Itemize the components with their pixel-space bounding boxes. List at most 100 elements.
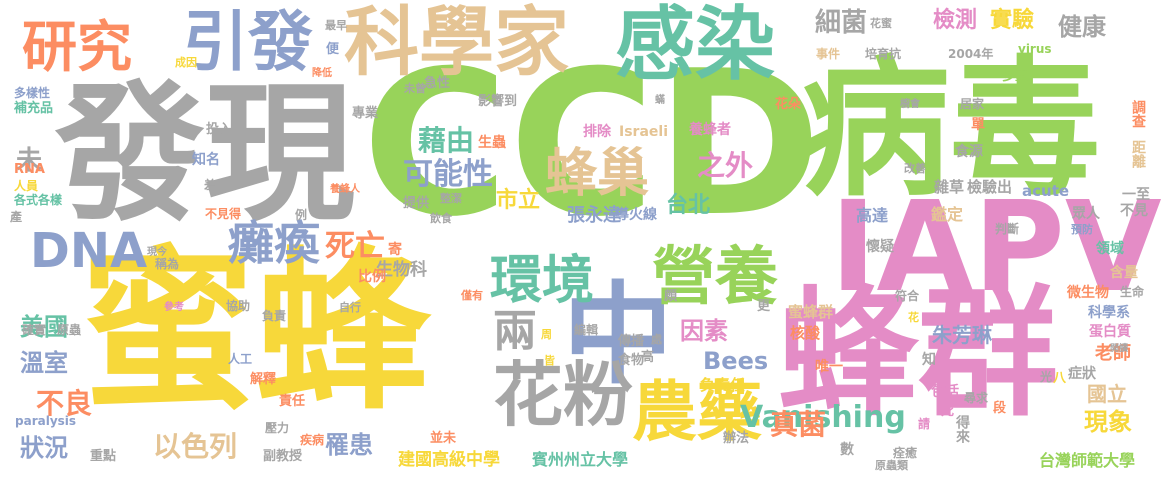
word-cloud-word: Vanishing [740, 400, 906, 435]
word-cloud-word: 稱為 [155, 257, 180, 271]
word-cloud-word: 更 [757, 299, 771, 314]
word-cloud-word: 發現 [55, 68, 356, 242]
word-cloud-word: 得來 [954, 415, 970, 443]
word-cloud-word: 判斷 [995, 222, 1020, 236]
word-cloud-word: 重點 [90, 449, 117, 464]
word-cloud-word: 蜂群 [778, 273, 1059, 436]
word-cloud-word: 花朵 [775, 97, 802, 112]
word-cloud-word: 原蟲 [57, 323, 82, 337]
word-cloud-word: 產 [10, 210, 23, 224]
word-cloud-word: 飲食 [430, 212, 452, 225]
word-cloud-word: 蜜蜂群 [788, 303, 834, 321]
word-cloud-word: 未曾 [404, 82, 426, 95]
word-cloud-word: 檢驗出 [967, 178, 1013, 196]
word-cloud-word: 細菌 [815, 8, 868, 38]
word-cloud-word: 專業 [352, 106, 379, 121]
word-cloud-word: 唯一 [815, 359, 843, 375]
word-cloud-word: 一至 [1122, 187, 1150, 203]
word-cloud-word: acute [1022, 182, 1070, 200]
word-cloud-word: 距離 [1130, 140, 1146, 168]
word-cloud-word: 疾病 [300, 433, 325, 447]
word-cloud-word: 朱芳琳 [932, 323, 992, 347]
word-cloud-word: 中 [563, 271, 673, 399]
word-cloud-word: 知 [922, 352, 936, 368]
word-cloud-word: paralysis [15, 414, 77, 428]
word-cloud-word: 生蟲 [478, 135, 506, 151]
word-cloud-word: 最早 [325, 19, 347, 32]
word-cloud-word: 蜂巢 [545, 144, 650, 204]
word-cloud-word: 包括 [931, 384, 959, 400]
word-cloud-word: 培育抗 [865, 47, 902, 61]
word-cloud-word: 科學家 [344, 0, 570, 86]
word-cloud-word: 並未 [430, 431, 457, 446]
word-cloud-word: 花 [908, 311, 919, 324]
word-cloud-word: 溫室 [20, 349, 68, 377]
word-cloud-word: 解釋 [250, 372, 277, 387]
word-cloud-word: 多樣性 [14, 86, 51, 100]
word-cloud-word: 國立 [1087, 382, 1127, 406]
word-cloud-word: 營養 [652, 240, 778, 313]
word-cloud-word: 降低 [312, 68, 332, 79]
word-cloud-word: 現今 [147, 247, 167, 258]
word-cloud-word: 領域 [1096, 241, 1124, 257]
word-cloud-word: 可能性 [403, 157, 493, 192]
word-cloud-word: 自行 [339, 301, 361, 314]
word-cloud-word: 農藥 [632, 375, 763, 450]
word-cloud-word: 2004年 [948, 47, 994, 61]
word-cloud-word: 負責 [262, 309, 287, 323]
word-cloud-word: 預防 [1071, 223, 1093, 236]
word-cloud-word: 現象 [1084, 408, 1132, 436]
word-cloud-word: 眾人 [1072, 206, 1100, 222]
word-cloud-word: 美國 [20, 313, 68, 341]
word-cloud-word: 例 [295, 208, 308, 222]
word-cloud-word: RNA [14, 162, 45, 177]
word-cloud-word: 導火線 [615, 207, 657, 223]
word-cloud-word: 罹患 [325, 431, 373, 459]
word-cloud-word: 花粉 [493, 354, 633, 436]
word-cloud-word: 因素 [680, 317, 728, 345]
word-cloud-word: 處 [651, 333, 662, 346]
word-cloud-word: DNA [30, 223, 148, 279]
word-cloud-word: 微生物 [1067, 285, 1109, 301]
word-cloud-word: 開讀 [1110, 344, 1129, 354]
word-cloud-word: 引發 [183, 5, 314, 80]
word-cloud-word: 雜草 [934, 178, 965, 196]
word-cloud-word: 檢測 [933, 8, 978, 33]
word-cloud-word: 台北 [666, 193, 711, 218]
word-cloud-word: 僅有 [461, 289, 483, 302]
word-cloud-word: 副教授 [263, 449, 303, 464]
word-cloud-word: 真菌 [770, 408, 827, 441]
word-cloud-word: 高達 [856, 206, 889, 225]
word-cloud-word: 事件 [816, 47, 841, 61]
word-cloud-word: 尋求 [964, 391, 989, 405]
word-cloud-word: 頗 [664, 289, 678, 304]
word-cloud-word: 編輯 [574, 323, 599, 337]
word-cloud-word: 賓州州立大學 [532, 450, 629, 469]
word-cloud-word: 影響到 [478, 94, 518, 109]
word-cloud-word: 科學系 [1088, 305, 1130, 321]
word-cloud-word: 人工 [228, 352, 253, 366]
word-cloud-word: 整潔 [440, 192, 462, 205]
word-cloud-word: 參考 [164, 302, 184, 313]
word-cloud-word: 環境 [490, 251, 595, 311]
word-cloud-word: 提供 [403, 196, 430, 211]
word-cloud-word: 多重 [1002, 69, 1029, 84]
word-cloud-word: 數 [840, 442, 854, 458]
word-cloud-word: 負責任 [700, 376, 746, 394]
word-cloud-word: 符合 [895, 289, 920, 303]
word-cloud-word: 櫥會 [900, 99, 920, 110]
word-cloud-word: 感染 [615, 0, 775, 91]
word-cloud-word: 不見 [1120, 203, 1148, 219]
word-cloud-word: 協助 [226, 299, 251, 313]
word-cloud-word: 狀況 [20, 434, 68, 462]
word-cloud-word: 癱瘓 [228, 216, 320, 270]
word-cloud-word: 鑑定 [931, 205, 964, 224]
word-cloud-word: 之外 [697, 149, 754, 182]
word-cloud-word: 實驗 [990, 8, 1035, 33]
word-cloud-word: 建國高級中學 [398, 450, 500, 470]
word-cloud-word: 死 [941, 404, 955, 419]
word-cloud-word: 蜜蜂 [80, 231, 430, 434]
word-cloud-word: 高 [641, 350, 655, 365]
word-cloud-word: 健康 [1058, 13, 1106, 41]
